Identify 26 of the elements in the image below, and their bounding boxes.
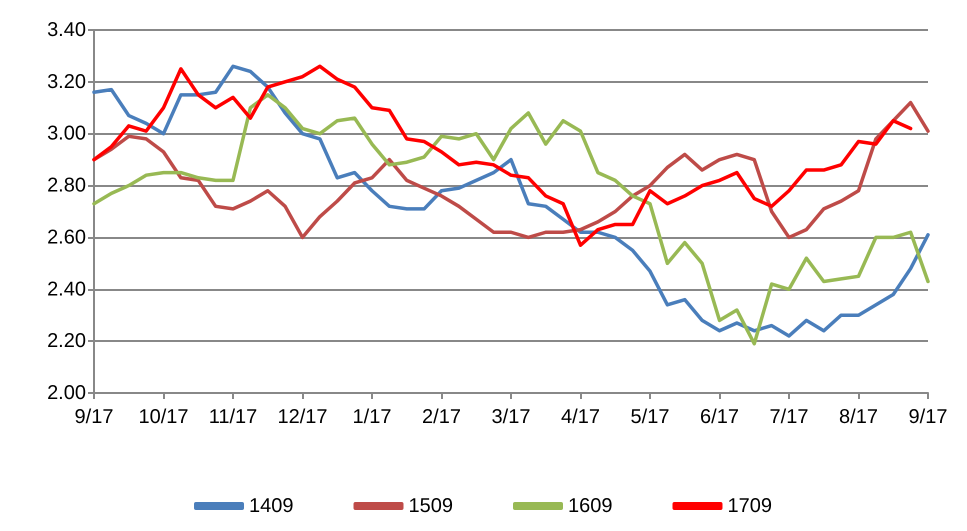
x-tick-label: 9/17 xyxy=(908,406,948,428)
y-tick-label: 3.20 xyxy=(47,70,86,93)
legend-label: 1509 xyxy=(408,495,454,517)
x-tick-label: 7/17 xyxy=(770,406,808,428)
x-tick-label: 3/17 xyxy=(492,406,530,428)
y-tick-label: 2.20 xyxy=(47,330,86,352)
x-tick-label: 11/17 xyxy=(208,406,258,428)
line-series xyxy=(92,64,912,247)
x-tick-label: 2/17 xyxy=(422,406,461,428)
x-tick-label: 6/17 xyxy=(700,406,739,428)
legend-label: 1709 xyxy=(727,495,772,517)
x-tick-label: 12/17 xyxy=(277,406,328,428)
y-tick-label: 3.40 xyxy=(47,19,86,41)
y-tick-label: 3.00 xyxy=(47,122,86,145)
legend-label: 1609 xyxy=(568,495,612,517)
y-tick-label: 2.80 xyxy=(47,174,86,197)
y-tick-label: 2.40 xyxy=(47,278,86,300)
x-tick-label: 5/17 xyxy=(630,406,670,428)
legend-label: 1409 xyxy=(249,495,294,517)
y-tick-label: 2.60 xyxy=(47,226,86,248)
x-tick-label: 8/17 xyxy=(839,406,878,428)
x-tick-label: 9/17 xyxy=(74,406,114,428)
x-tick-label: 4/17 xyxy=(561,406,600,428)
y-tick-label: 2.00 xyxy=(47,382,86,404)
x-tick-label: 10/17 xyxy=(138,406,189,428)
x-tick-label: 1/17 xyxy=(352,406,392,428)
